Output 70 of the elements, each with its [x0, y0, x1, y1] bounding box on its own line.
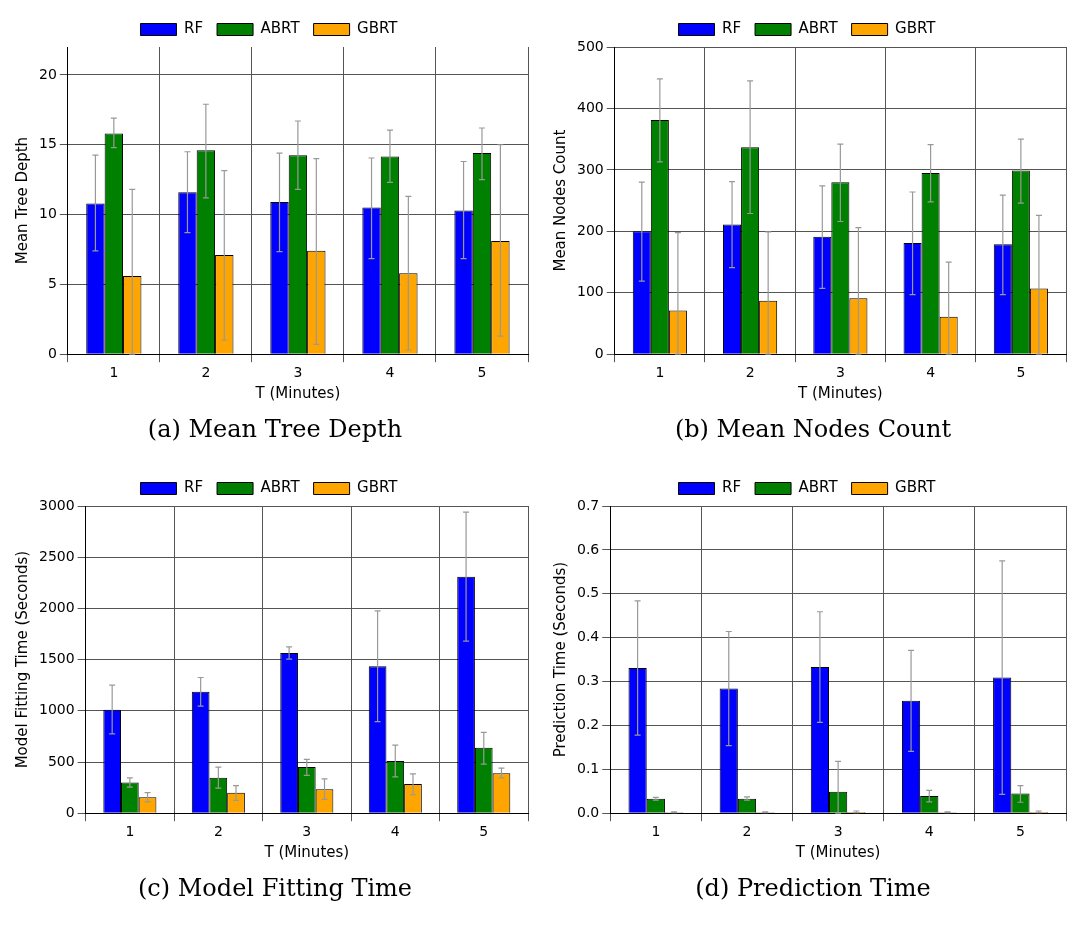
y-tick-label: 100	[576, 283, 604, 300]
legend-label: RF	[184, 19, 204, 38]
x-tick-label: 5	[1016, 364, 1026, 381]
y-tick-label: 0.3	[577, 672, 600, 689]
x-tick-label: 5	[477, 364, 487, 381]
x-tick-label: 4	[926, 364, 936, 381]
y-tick-label: 2000	[38, 599, 75, 616]
y-tick-label: 0	[594, 344, 604, 361]
y-tick-label: 0.2	[577, 716, 600, 733]
legend-label: ABRT	[260, 478, 301, 497]
legend-label: RF	[722, 19, 742, 38]
x-tick-label: 3	[833, 823, 843, 840]
legend-label: GBRT	[895, 19, 937, 38]
y-tick-label: 15	[38, 135, 57, 152]
legend-label: ABRT	[798, 478, 839, 497]
y-axis-title: Prediction Time (Seconds)	[550, 561, 569, 758]
y-tick-label: 1500	[38, 650, 75, 667]
x-tick-label: 3	[302, 823, 312, 840]
y-tick-label: 5	[47, 275, 57, 292]
y-axis-title: Mean Nodes Count	[550, 129, 569, 272]
x-axis-title: T (Minutes)	[254, 383, 341, 402]
y-tick-label: 0.1	[577, 759, 600, 776]
y-tick-label: 200	[576, 221, 604, 238]
x-tick-label: 4	[924, 823, 934, 840]
y-tick-label: 0	[47, 344, 57, 361]
y-axis-title: Model Fitting Time (Seconds)	[12, 550, 31, 769]
x-tick-label: 1	[651, 823, 661, 840]
y-tick-label: 0.6	[577, 540, 600, 557]
x-tick-label: 5	[479, 823, 489, 840]
legend-label: GBRT	[357, 478, 399, 497]
x-tick-label: 2	[745, 364, 755, 381]
text: (a) Mean Tree Depth	[147, 415, 403, 443]
legend-label: ABRT	[260, 19, 301, 38]
legend-label: RF	[184, 478, 204, 497]
x-tick-label: 3	[835, 364, 845, 381]
y-tick-label: 1000	[38, 701, 75, 718]
legend-label: GBRT	[895, 478, 937, 497]
x-tick-label: 2	[742, 823, 752, 840]
legend-label: GBRT	[357, 19, 399, 38]
y-axis-title: Mean Tree Depth	[12, 136, 31, 265]
y-tick-label: 0.5	[577, 584, 600, 601]
x-tick-label: 4	[390, 823, 400, 840]
x-axis-title: T (Minutes)	[797, 383, 883, 402]
x-tick-label: 1	[125, 823, 135, 840]
y-tick-label: 500	[576, 37, 604, 54]
x-tick-label: 2	[213, 823, 223, 840]
y-tick-label: 10	[38, 205, 57, 222]
y-tick-label: 500	[47, 752, 75, 769]
legend-label: RF	[722, 478, 742, 497]
x-tick-label: 5	[1015, 823, 1025, 840]
legend-label: ABRT	[798, 19, 839, 38]
x-tick-label: 3	[293, 364, 303, 381]
y-tick-label: 400	[576, 99, 604, 116]
x-tick-label: 2	[201, 364, 211, 381]
y-tick-label: 0.0	[577, 803, 600, 820]
y-tick-label: 20	[38, 65, 57, 82]
text: (c) Model Fitting Time	[137, 874, 413, 902]
x-tick-label: 1	[655, 364, 665, 381]
text: (b) Mean Nodes Count	[674, 415, 952, 443]
text: (d) Prediction Time	[695, 874, 931, 902]
y-tick-label: 300	[576, 160, 604, 177]
y-tick-label: 3000	[38, 496, 75, 513]
x-tick-label: 1	[109, 364, 119, 381]
x-tick-label: 4	[385, 364, 395, 381]
x-axis-title: T (Minutes)	[263, 842, 350, 861]
y-tick-label: 0	[65, 803, 75, 820]
y-tick-label: 0.7	[577, 496, 600, 513]
y-tick-label: 2500	[38, 547, 75, 564]
x-axis-title: T (Minutes)	[794, 842, 881, 861]
y-tick-label: 0.4	[577, 628, 600, 645]
